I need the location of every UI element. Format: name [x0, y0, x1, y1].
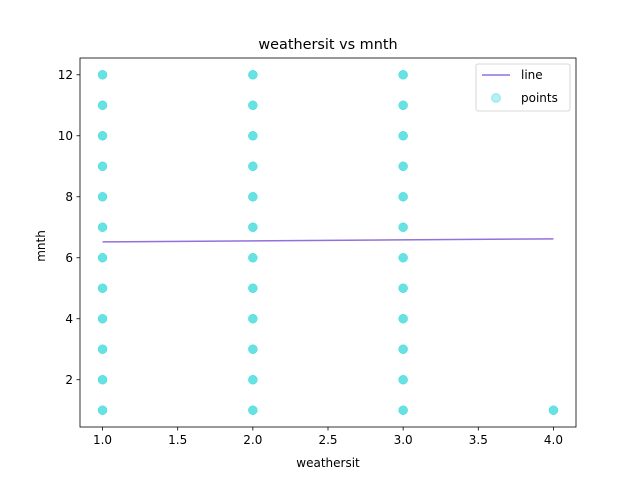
x-tick-label: 3.5 [469, 433, 488, 447]
scatter-point [398, 70, 408, 80]
y-axis-label: mnth [34, 230, 48, 262]
scatter-point [398, 313, 408, 324]
scatter-point [248, 100, 258, 111]
x-tick-label: 1.0 [93, 433, 112, 447]
scatter-point [97, 252, 108, 263]
axes: 1.0 1.5 2.0 2.5 3.0 3.5 4.0 2 4 6 8 10 12 [58, 57, 577, 447]
scatter-point [398, 161, 408, 172]
scatter-point [398, 405, 408, 415]
scatter-point [248, 313, 258, 324]
scatter-point [97, 192, 108, 202]
y-tick-label: 10 [58, 129, 73, 143]
scatter-point [97, 374, 108, 385]
scatter-point [398, 283, 408, 293]
scatter-point [97, 344, 108, 354]
scatter-point [97, 283, 108, 293]
x-tick-label: 4.0 [544, 433, 563, 447]
scatter-point [97, 222, 108, 233]
scatter-point [248, 405, 258, 415]
x-tick-label: 1.5 [168, 433, 187, 447]
scatter-point [398, 100, 408, 111]
scatter-point [97, 70, 108, 80]
legend: line points [475, 63, 571, 112]
scatter-point [97, 131, 108, 141]
legend-label-points: points [521, 91, 558, 105]
scatter-point [248, 283, 258, 293]
x-tick-label: 2.0 [243, 433, 262, 447]
scatter-point [248, 344, 258, 354]
regression-line [102, 238, 554, 243]
scatter-point [97, 313, 108, 324]
y-tick-label: 4 [65, 312, 73, 326]
scatter-point [398, 222, 408, 233]
scatter-point [248, 131, 258, 141]
scatter-point [248, 70, 258, 80]
scatter-point [398, 131, 408, 141]
y-tick-label: 8 [65, 190, 73, 204]
scatter-point [97, 100, 108, 111]
y-tick-label: 12 [58, 68, 73, 82]
scatter-point [248, 192, 258, 202]
plot-area [97, 70, 559, 415]
scatter-point [248, 374, 258, 385]
scatter-point [398, 192, 408, 202]
scatter-point [248, 222, 258, 233]
scatter-point [398, 252, 408, 263]
x-tick-label: 2.5 [318, 433, 337, 447]
scatter-point [248, 161, 258, 172]
legend-label-line: line [521, 68, 543, 82]
x-axis-label: weathersit [296, 456, 360, 470]
scatter-point [97, 405, 108, 415]
scatter-point [398, 344, 408, 354]
chart-title: weathersit vs mnth [258, 37, 397, 53]
scatter-point [97, 161, 108, 172]
legend-points-swatch [491, 93, 501, 103]
scatter-point [248, 252, 258, 263]
y-tick-label: 2 [65, 373, 73, 387]
scatter-point [548, 405, 559, 415]
x-tick-label: 3.0 [394, 433, 413, 447]
scatter-point [398, 374, 408, 385]
y-tick-label: 6 [65, 251, 73, 265]
